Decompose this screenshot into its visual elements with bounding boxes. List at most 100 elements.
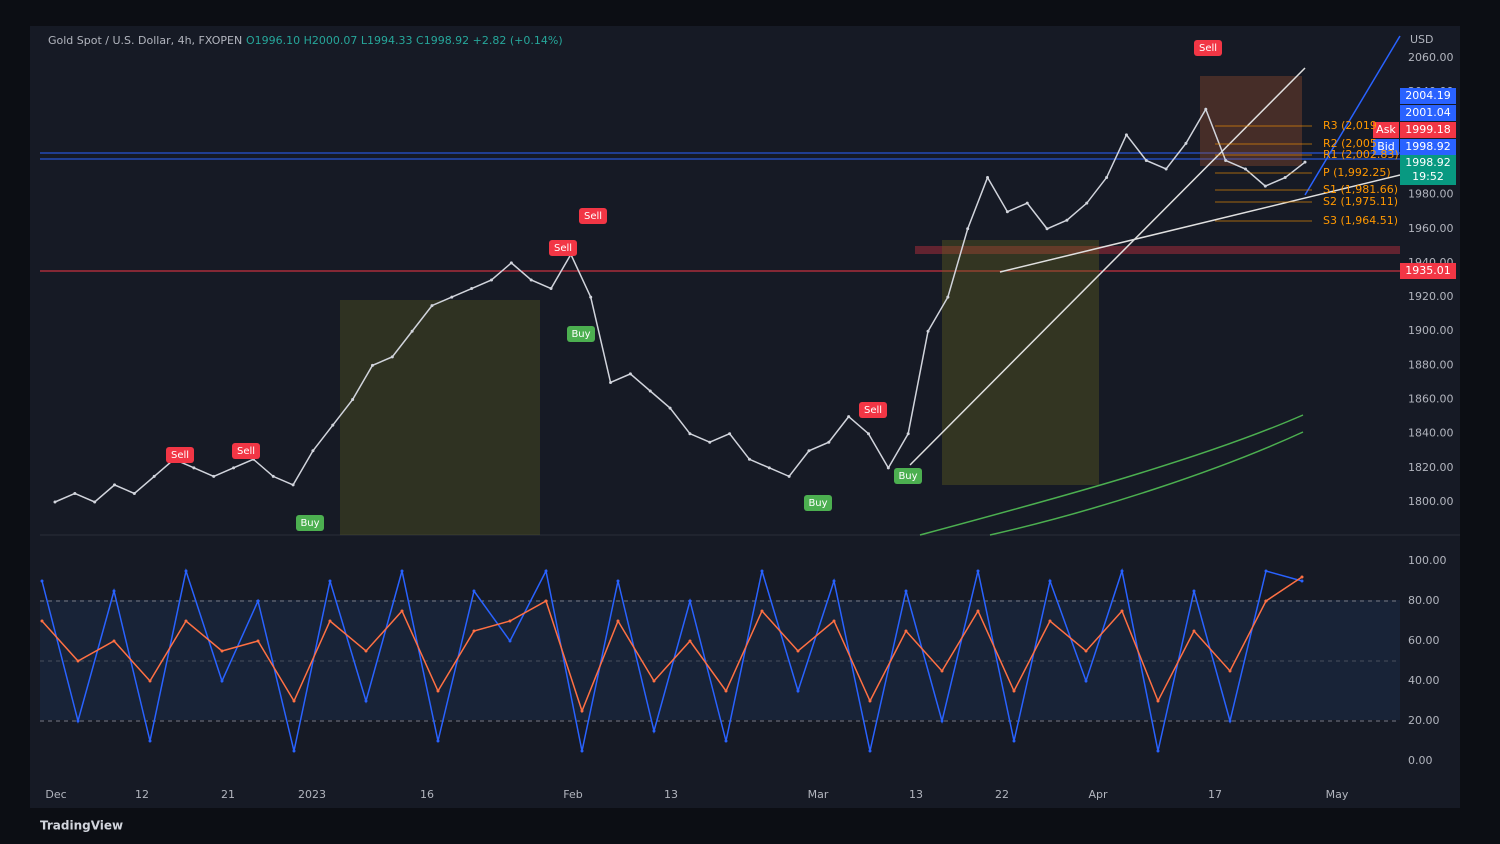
price-line-point [1045,227,1049,231]
price-line-point [1105,176,1109,180]
y-tick-label: 1920.00 [1408,290,1454,303]
currency: USD [1410,33,1434,46]
price-tag-bg [1400,263,1456,279]
osc-line-point [328,579,332,583]
x-tick-label: Dec [45,788,66,801]
price-line-point [470,287,474,291]
price-line-point [1164,167,1168,171]
osc-band [40,600,1400,720]
osc-line-point [400,569,404,573]
osc-line-point [1264,569,1268,573]
osc-line-point [544,569,548,573]
signal-bg [859,402,887,418]
price-line-point [747,457,751,461]
osc-line-point [580,709,584,713]
price-line-point [390,355,394,359]
osc-line-point [760,609,764,613]
signal-label: Buy [808,498,827,509]
price-line-point [1025,201,1029,205]
price-tag-bg [1400,139,1456,155]
osc-line-point [1012,739,1016,743]
pivot-label: P (1,992.25) [1323,166,1391,179]
price-tag: 1935.01 [1405,264,1451,277]
osc-line-point [1084,649,1088,653]
price-line-point [767,466,771,470]
price-line-point [331,423,335,427]
osc-tick-label: 60.00 [1408,634,1440,647]
pivot-label: S3 (1,964.51) [1323,214,1398,227]
x-tick-label: 17 [1208,788,1222,801]
osc-line-point [940,669,944,673]
signal-label: Sell [584,211,602,222]
price-line-point [450,295,454,299]
osc-line-point [112,639,116,643]
osc-line-point [760,569,764,573]
osc-tick-label: 100.00 [1408,554,1447,567]
price-line-point [1263,184,1267,188]
osc-line-point [1228,719,1232,723]
price-line-point [1005,210,1009,214]
x-tick-label: 13 [909,788,923,801]
osc-line-point [112,589,116,593]
y-tick-label: 1900.00 [1408,324,1454,337]
osc-line-point [976,609,980,613]
y-tick-label: 1980.00 [1408,188,1454,201]
price-tag-bg [1373,139,1399,155]
osc-line-point [436,739,440,743]
signal-label: Buy [898,471,917,482]
ma-curve [989,431,1304,536]
price-line-point [370,363,374,367]
price-tag: 2001.04 [1405,106,1451,119]
price-line-point [212,474,216,478]
price-line-point [1124,133,1128,137]
osc-line [41,576,1303,714]
price-line-point [827,440,831,444]
signal-label: Sell [237,446,255,457]
zone [1200,76,1302,166]
price-line-point [509,261,513,265]
osc-tick-label: 0.00 [1408,754,1433,767]
osc-line-point [724,739,728,743]
price-tag: 2004.19 [1405,89,1451,102]
osc-line-point [472,589,476,593]
zone [915,246,1400,254]
osc-line-point [580,749,584,753]
price-tag: 1998.92 [1405,156,1451,169]
price-tag-bg [1373,122,1399,138]
osc-line-point [1264,599,1268,603]
price-line-point [946,295,950,299]
price-line-point [648,389,652,393]
osc-line-point [148,679,152,683]
price-line-point [986,176,990,180]
osc-line-point [184,619,188,623]
price-line-point [53,500,57,504]
price-line-point [1085,201,1089,205]
price-line-point [1184,141,1188,145]
price-line-point [192,466,196,470]
osc-line-point [868,699,872,703]
y-tick-label: 1960.00 [1408,222,1454,235]
osc-line-point [1300,575,1304,579]
osc-line-point [1048,579,1052,583]
osc-line-point [364,699,368,703]
signal-label: Sell [554,243,572,254]
signal-label: Sell [864,405,882,416]
price-tag-bg [1400,155,1456,171]
osc-line-point [40,579,44,583]
signal-bg [166,447,194,463]
y-tick-label: 2060.00 [1408,51,1454,64]
price-line-point [529,278,533,282]
price-line-point [271,474,275,478]
y-tick-label: 1820.00 [1408,461,1454,474]
price-line-point [232,466,236,470]
brand: TradingView [40,819,123,833]
osc-line-point [1228,669,1232,673]
osc-line-point [940,719,944,723]
price-line-point [609,380,613,384]
y-tick-label: 1840.00 [1408,427,1454,440]
price-tag-bg [1400,169,1456,185]
price-line-point [311,449,315,453]
osc-line-point [1048,619,1052,623]
osc-line-point [652,679,656,683]
